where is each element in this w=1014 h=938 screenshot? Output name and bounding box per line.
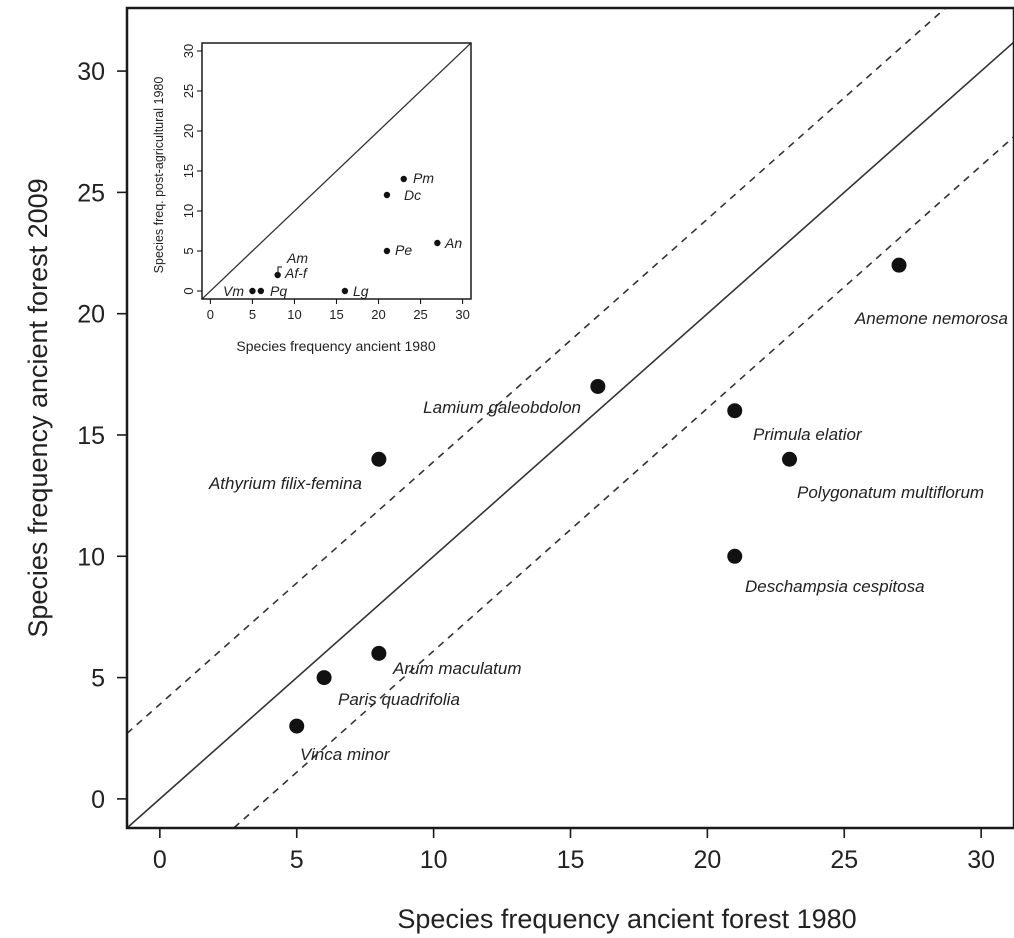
main-y-tick-label: 5 <box>91 665 105 693</box>
main-lower-dashed-line <box>232 135 1014 828</box>
inset-data-point <box>383 247 391 255</box>
inset-y-tick-label: 15 <box>181 164 196 178</box>
main-data-point <box>289 718 305 734</box>
main-upper-dashed-line <box>127 8 947 734</box>
inset-y-tick-label: 20 <box>181 124 196 138</box>
main-y-tick-label: 25 <box>77 179 105 207</box>
main-data-point <box>727 548 743 564</box>
main-y-tick-label: 0 <box>91 786 105 814</box>
inset-points <box>249 175 441 295</box>
inset-x-tick-label: 5 <box>249 307 256 322</box>
main-y-tick-label: 30 <box>77 58 105 86</box>
main-point-label: Arum maculatum <box>392 659 521 678</box>
main-data-point <box>782 451 798 467</box>
main-y-axis: 0 5 10 15 20 25 30 <box>77 58 127 814</box>
inset-y-tick-label: 0 <box>181 287 196 294</box>
main-x-tick-label: 25 <box>830 846 858 874</box>
inset-data-point <box>257 287 265 295</box>
inset-data-point <box>400 175 407 183</box>
inset-point-label: Pq <box>270 283 287 299</box>
inset-data-point <box>274 271 281 279</box>
inset-data-point <box>434 239 441 247</box>
main-data-point <box>371 645 387 661</box>
main-data-point <box>316 670 332 686</box>
main-x-tick-label: 0 <box>153 846 167 874</box>
main-point-label: Primula elatior <box>753 425 863 444</box>
main-data-point <box>727 403 743 419</box>
inset-x-axis-label: Species frequency ancient 1980 <box>236 338 435 354</box>
main-x-tick-label: 10 <box>420 846 448 874</box>
inset-x-tick-label: 30 <box>455 307 469 322</box>
main-y-tick-label: 15 <box>77 422 105 450</box>
main-identity-line <box>127 41 1014 828</box>
inset-point-label: Af-f <box>284 265 309 281</box>
inset-plot: 0 5 10 15 20 25 30 0 5 10 15 20 25 30 Vm Pq Af-f Am … <box>152 42 472 354</box>
main-point-labels: Vinca minor Paris quadrifolia Arum macul… <box>208 309 1008 764</box>
inset-point-labels: Vm Pq Af-f Am Lg Pe Dc Pm An <box>223 170 462 299</box>
main-point-label: Paris quadrifolia <box>338 690 460 709</box>
main-data-point <box>371 451 387 467</box>
inset-y-axis-label: Species freq. post-agricultural 1980 <box>152 77 166 274</box>
inset-y-tick-label: 25 <box>181 84 196 98</box>
main-x-axis: 0 5 10 15 20 25 30 <box>153 828 995 874</box>
main-point-label: Athyrium filix-femina <box>208 474 362 493</box>
main-x-tick-label: 30 <box>967 846 995 874</box>
inset-data-point <box>249 287 256 295</box>
main-data-point <box>891 257 907 273</box>
inset-y-tick-label: 10 <box>181 204 196 218</box>
inset-bracket-mark <box>277 266 282 273</box>
inset-point-label: Pm <box>413 170 434 186</box>
main-x-tick-label: 5 <box>290 846 304 874</box>
main-y-tick-label: 20 <box>77 301 105 329</box>
main-data-point <box>590 378 606 394</box>
main-x-tick-label: 20 <box>693 846 721 874</box>
inset-point-label: Pe <box>395 242 412 258</box>
inset-x-tick-label: 15 <box>329 307 343 322</box>
inset-y-axis: 0 5 10 15 20 25 30 <box>181 44 202 295</box>
inset-y-tick-label: 5 <box>181 247 196 254</box>
inset-data-point <box>383 191 391 199</box>
inset-point-label: An <box>444 235 462 251</box>
main-point-label: Anemone nemorosa <box>854 309 1008 328</box>
inset-x-tick-label: 25 <box>413 307 427 322</box>
main-point-label: Deschampsia cespitosa <box>745 577 925 596</box>
inset-x-tick-label: 0 <box>207 307 214 322</box>
inset-point-label: Dc <box>404 187 421 203</box>
inset-x-axis: 0 5 10 15 20 25 30 <box>207 299 470 322</box>
main-plot: 0 5 10 15 20 25 30 0 5 10 15 20 25 30 Vinca minor Pa… <box>23 6 1014 934</box>
inset-y-tick-label: 30 <box>181 44 196 58</box>
inset-x-tick-label: 20 <box>371 307 385 322</box>
main-point-label: Lamium galeobdolon <box>423 398 581 417</box>
main-point-label: Polygonatum multiflorum <box>797 483 984 502</box>
inset-data-point <box>341 287 349 295</box>
inset-point-label: Vm <box>223 283 244 299</box>
main-reference-lines <box>127 8 1014 828</box>
main-x-axis-label: Species frequency ancient forest 1980 <box>397 904 856 934</box>
main-point-label: Vinca minor <box>300 745 391 764</box>
main-y-tick-label: 10 <box>77 543 105 571</box>
inset-reference-lines <box>202 43 471 299</box>
inset-identity-line <box>202 43 471 299</box>
inset-point-label: Am <box>286 250 308 266</box>
inset-point-label: Lg <box>353 283 369 299</box>
main-points <box>289 257 907 734</box>
main-y-axis-label: Species frequency ancient forest 2009 <box>23 178 53 637</box>
inset-x-tick-label: 10 <box>287 307 301 322</box>
main-x-tick-label: 15 <box>557 846 585 874</box>
